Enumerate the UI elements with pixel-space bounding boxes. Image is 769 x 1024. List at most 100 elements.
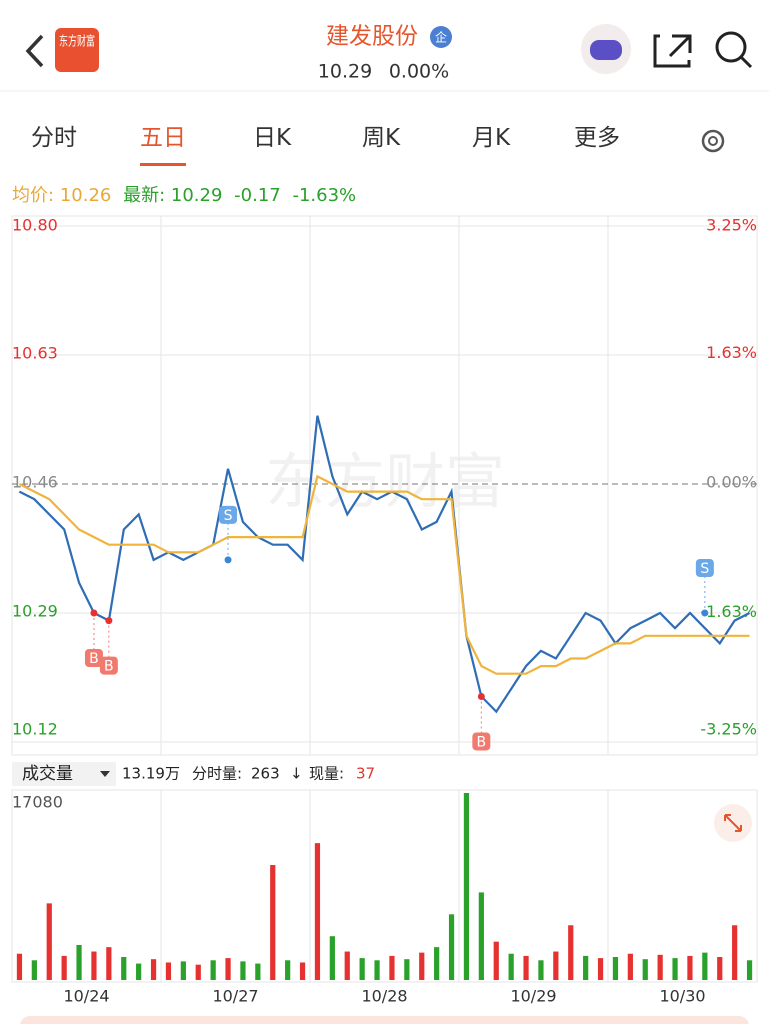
settings-button[interactable] [696,124,730,158]
info-line: 均价: 10.26 最新: 10.29 -0.17 -1.63% [12,181,356,207]
volume-bar [463,793,470,980]
tab-active[interactable]: 五日 [140,118,186,166]
volume-bar [270,865,276,980]
volume-bar [329,936,335,980]
volume-selector[interactable] [12,762,116,786]
volume-bar [553,951,559,980]
volume-bar [448,914,455,980]
volume-bar [746,960,753,980]
volume-bar [583,955,589,980]
x-tick-label: 10/28 [361,987,407,1006]
volume-bar [702,952,708,980]
expand-icon [724,814,742,832]
plot-frame [11,789,758,983]
bottom-bar [20,1016,749,1024]
logo[interactable] [55,28,99,72]
volume-bar [508,953,514,980]
volume-bar [404,959,410,980]
volume-bar [597,958,604,980]
tab[interactable]: 分时 [31,125,77,151]
volume-bar [493,941,499,980]
avg-line [18,474,750,675]
volume-bar [717,957,723,980]
stock-name: 建发股份 [326,24,418,50]
tab[interactable]: 日K [253,125,292,151]
tab[interactable]: 周K [362,125,401,151]
annotation-point [105,617,113,625]
change: -0.17 [234,185,281,206]
volume-bar [61,955,67,980]
annotation-point [90,609,98,617]
volume-bar [642,959,648,980]
volume-bar [46,903,52,980]
volume-bar [121,957,127,980]
x-tick-label: 10/29 [510,987,556,1006]
volume-bar [568,925,574,980]
annotation-label: S [700,561,709,577]
dropdown-arrow [100,771,110,777]
back-button[interactable] [25,34,44,68]
volume-bar [136,963,142,980]
volume-bar [687,955,693,980]
tab-bar: 分时 五日 日K 周K 月K 更多 [0,118,769,166]
volume-bar [344,951,350,980]
volume-bar [657,954,663,980]
annotation-badge [219,505,238,524]
avg-value: 10.26 [59,185,112,206]
volume-bar [165,962,172,980]
plot-frame [11,215,758,756]
volume-bar [150,959,157,980]
volume-bar [16,953,23,980]
volume-bar [299,962,306,980]
annotation-label: S [224,508,233,524]
volume-bar [91,951,97,980]
price-line [18,415,750,714]
volume-bar [210,960,216,980]
volume-bar [195,964,201,980]
volume-bar [732,925,738,980]
avg-label: 均价: [12,185,55,206]
volume-bar [523,955,529,980]
volume-bar [225,958,231,980]
annotation-point [224,556,232,564]
share-button[interactable] [653,34,692,68]
annotation-badge [99,656,118,675]
y2-tick-label: -1.63% [700,602,757,621]
minute-label: 分时量: [192,765,242,783]
volume-bar [538,960,544,980]
volume-bar [106,947,112,980]
y2-tick-label: 0.00% [706,473,757,492]
price-change: 0.00% [389,61,449,83]
y-tick-label: 10.46 [12,473,58,492]
annotation-label: B [104,659,114,675]
y-tick-label: 10.12 [12,720,58,739]
volume-label: 成交量 [22,764,73,784]
pct: -1.63% [292,185,357,206]
volume-bar [76,944,82,980]
search-button[interactable] [715,31,747,63]
header: 东方财富 建发股份 企 10.29 0.00% [0,24,769,92]
y2-tick-label: -3.25% [700,720,757,739]
volume-bar [240,961,246,980]
arrow: ↓ [290,765,303,783]
badge-text: 企 [435,30,447,45]
tab[interactable]: 月K [472,125,511,151]
volume-bar [359,958,365,980]
badge [430,26,452,48]
tab[interactable]: 更多 [574,125,620,151]
volume-bar [255,963,261,980]
volume-bar [478,892,484,980]
logo-text: 东方财富 [59,34,95,50]
current-volume: 37 [356,765,375,783]
search-handle [739,55,753,69]
assistant-face [590,40,622,60]
y-tick-label: 10.80 [12,216,58,235]
volume-bar [31,960,37,980]
latest-value: 10.29 [170,185,223,206]
volume-bar [419,952,425,980]
volume-bar [180,961,186,980]
annotation-point [701,609,709,617]
annotation-badge [84,649,103,667]
annotation-label: B [89,651,99,667]
y-tick-label: 10.63 [12,344,58,363]
